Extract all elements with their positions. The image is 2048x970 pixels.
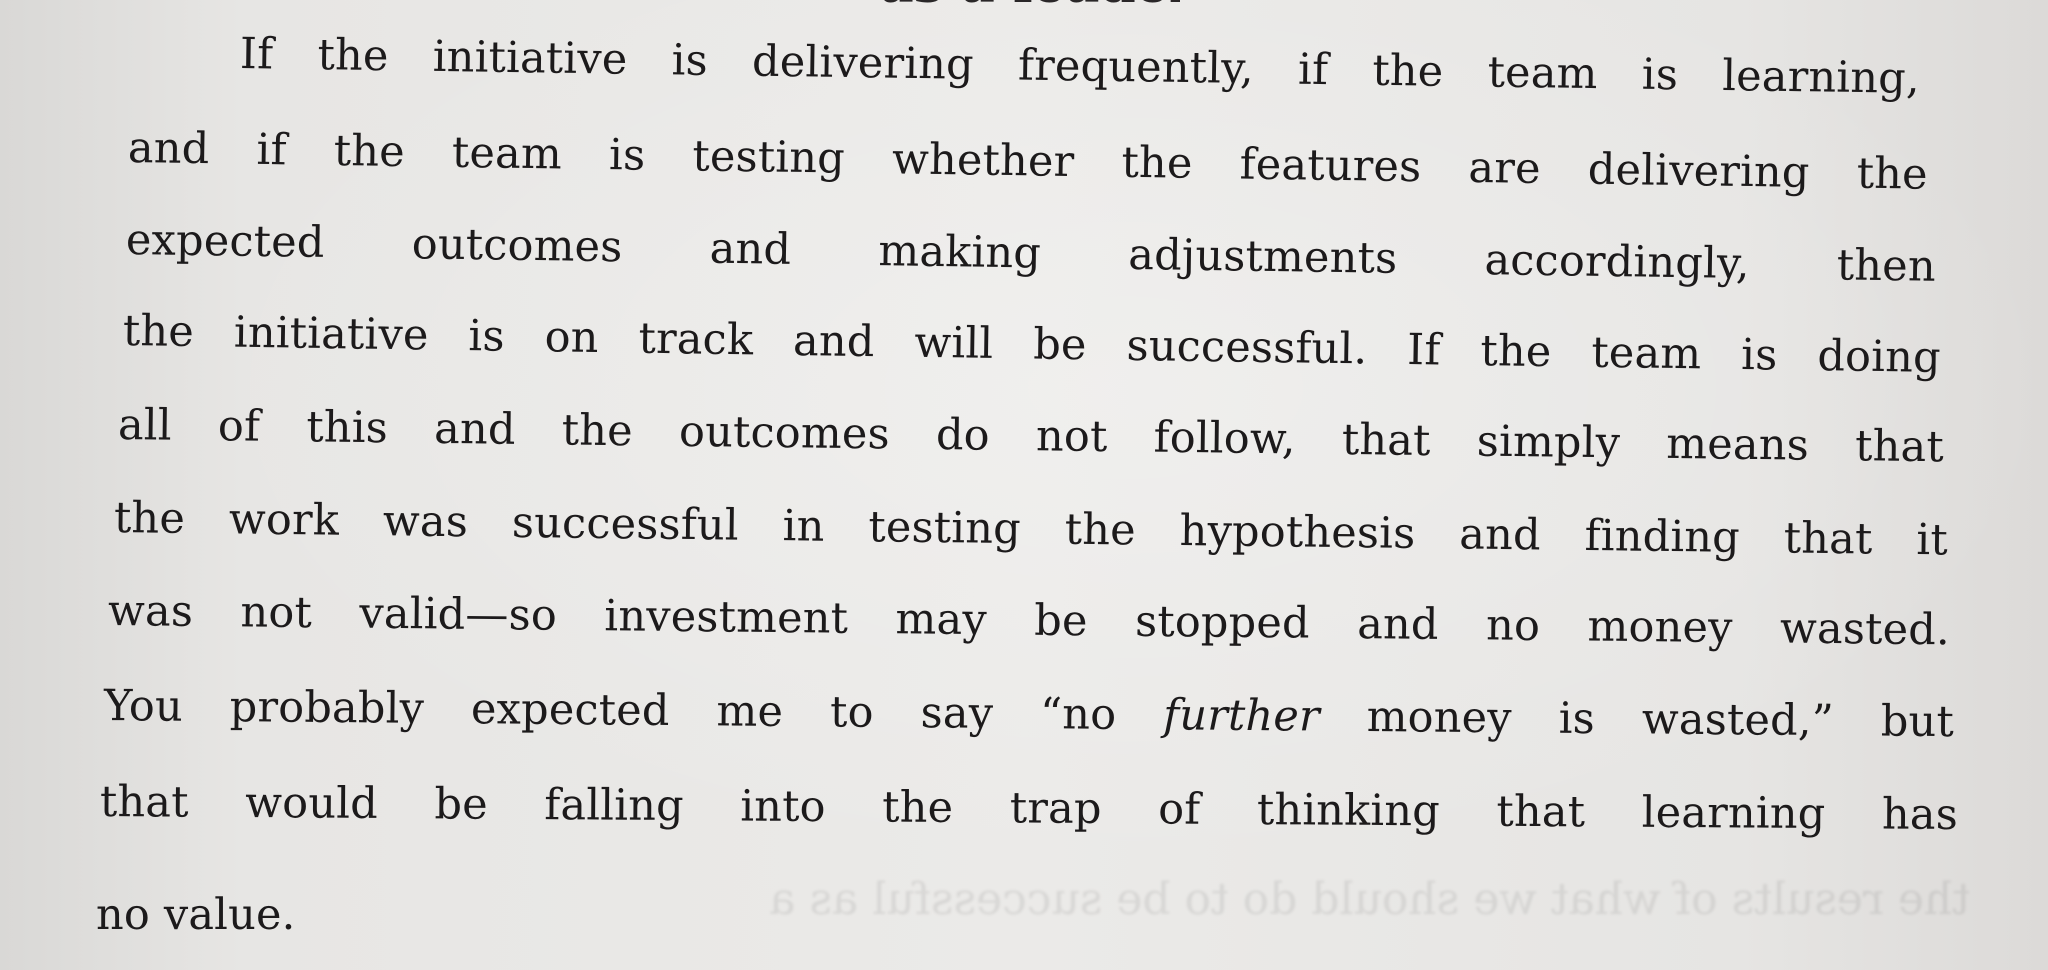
paragraph-line-2: and if the team is testing whether the f… xyxy=(127,123,1929,200)
paragraph-line-5: all of this and the outcomes do not foll… xyxy=(117,400,1945,473)
emphasis-word: further xyxy=(1163,690,1320,742)
paragraph-line-8: You probably expected me to say “no furt… xyxy=(104,676,1954,752)
paragraph-line-4: the initiative is on track and will be s… xyxy=(122,306,1942,383)
paragraph-line-9: that would be falling into the trap of t… xyxy=(99,777,1959,840)
line-8-start: You probably expected me to say “no xyxy=(103,681,1164,741)
paragraph-line-7: was not valid—so investment may be stopp… xyxy=(107,586,1951,656)
paragraph-line-6: the work was successful in testing the h… xyxy=(113,493,1949,566)
paragraph-line-10: no value. xyxy=(96,890,296,940)
line-8-end: money is wasted,” but xyxy=(1319,691,1955,748)
cropped-heading: as a leader. xyxy=(880,0,1180,8)
bleed-through-text: the results of what we should do to be s… xyxy=(769,874,1970,925)
paragraph-line-3: expected outcomes and making adjustments… xyxy=(125,215,1937,292)
paragraph-line-1: If the initiative is delivering frequent… xyxy=(239,29,1921,104)
